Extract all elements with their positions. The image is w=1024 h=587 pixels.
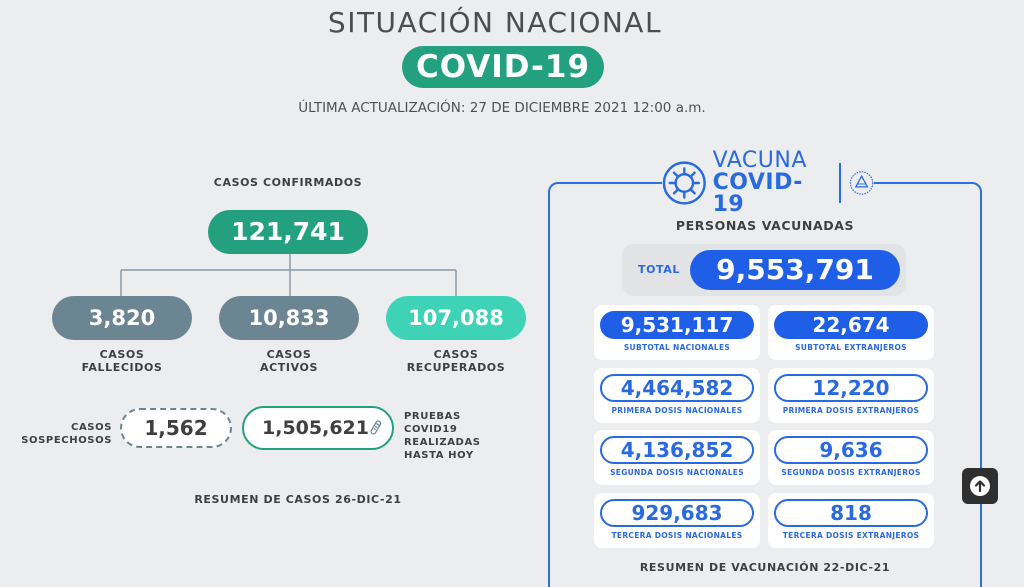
scroll-top-button[interactable] (962, 468, 998, 504)
suspected-value: 1,562 (120, 408, 232, 448)
total-value: 9,553,791 (690, 250, 900, 290)
card-label: SUBTOTAL EXTRANJEROS (795, 343, 907, 352)
active-value: 10,833 (219, 296, 359, 340)
card-second-dose-foreign: 9,636 SEGUNDA DOSIS EXTRANJEROS (768, 430, 934, 485)
last-updated: ÚLTIMA ACTUALIZACIÓN: 27 DE DICIEMBRE 20… (298, 100, 706, 116)
card-value: 818 (774, 499, 928, 527)
vaccine-word: VACUNA (712, 148, 807, 173)
tests-value: 1,505,621 (262, 417, 369, 439)
vaccination-summary: RESUMEN DE VACUNACIÓN 22-DIC-21 (639, 561, 891, 574)
tests-label: PRUEBAS COVID19 REALIZADAS HASTA HOY (404, 411, 481, 461)
card-first-dose-foreign: 12,220 PRIMERA DOSIS EXTRANJEROS (768, 368, 934, 423)
card-label: PRIMERA DOSIS EXTRANJEROS (782, 406, 920, 415)
deaths-label: CASOS FALLECIDOS (81, 348, 163, 374)
card-third-dose-foreign: 818 TERCERA DOSIS EXTRANJEROS (768, 493, 934, 548)
arrow-up-icon (970, 476, 990, 496)
card-value: 4,136,852 (600, 436, 754, 464)
card-value: 929,683 (600, 499, 754, 527)
active-label: CASOS ACTIVOS (260, 348, 318, 374)
test-tube-icon (370, 420, 382, 435)
virus-icon (662, 161, 706, 205)
card-value: 22,674 (774, 311, 928, 339)
vaccine-logo: VACUNA COVID-19 (662, 150, 874, 216)
card-value: 9,636 (774, 436, 928, 464)
card-label: TERCERA DOSIS NACIONALES (611, 531, 743, 540)
total-label: TOTAL (638, 263, 681, 276)
recovered-value: 107,088 (386, 296, 526, 340)
card-value: 12,220 (774, 374, 928, 402)
card-subtotal-national: 9,531,117 SUBTOTAL NACIONALES (594, 305, 760, 360)
card-subtotal-foreign: 22,674 SUBTOTAL EXTRANJEROS (768, 305, 934, 360)
covid-word: COVID-19 (712, 170, 803, 217)
card-value: 9,531,117 (600, 311, 754, 339)
card-label: TERCERA DOSIS EXTRANJEROS (782, 531, 920, 540)
vaccinated-subtitle: PERSONAS VACUNADAS (675, 218, 855, 233)
page-title: SITUACIÓN NACIONAL (327, 6, 663, 39)
covid-badge: COVID-19 (402, 46, 604, 88)
card-first-dose-national: 4,464,582 PRIMERA DOSIS NACIONALES (594, 368, 760, 423)
card-value: 4,464,582 (600, 374, 754, 402)
national-seal-icon (849, 171, 874, 195)
card-second-dose-national: 4,136,852 SEGUNDA DOSIS NACIONALES (594, 430, 760, 485)
tests-pill: 1,505,621 (242, 406, 394, 450)
card-label: SEGUNDA DOSIS NACIONALES (610, 468, 744, 477)
recovered-label: CASOS RECUPERADOS (406, 348, 506, 374)
card-label: SUBTOTAL NACIONALES (623, 343, 731, 352)
card-label: SEGUNDA DOSIS EXTRANJEROS (781, 468, 921, 477)
confirmed-value: 121,741 (208, 210, 368, 254)
logo-divider (838, 163, 841, 203)
confirmed-label: CASOS CONFIRMADOS (213, 176, 363, 189)
card-label: PRIMERA DOSIS NACIONALES (611, 406, 743, 415)
deaths-value: 3,820 (52, 296, 192, 340)
cases-summary: RESUMEN DE CASOS 26-DIC-21 (194, 493, 402, 506)
suspected-label: CASOS SOSPECHOSOS (21, 422, 112, 446)
card-third-dose-national: 929,683 TERCERA DOSIS NACIONALES (594, 493, 760, 548)
